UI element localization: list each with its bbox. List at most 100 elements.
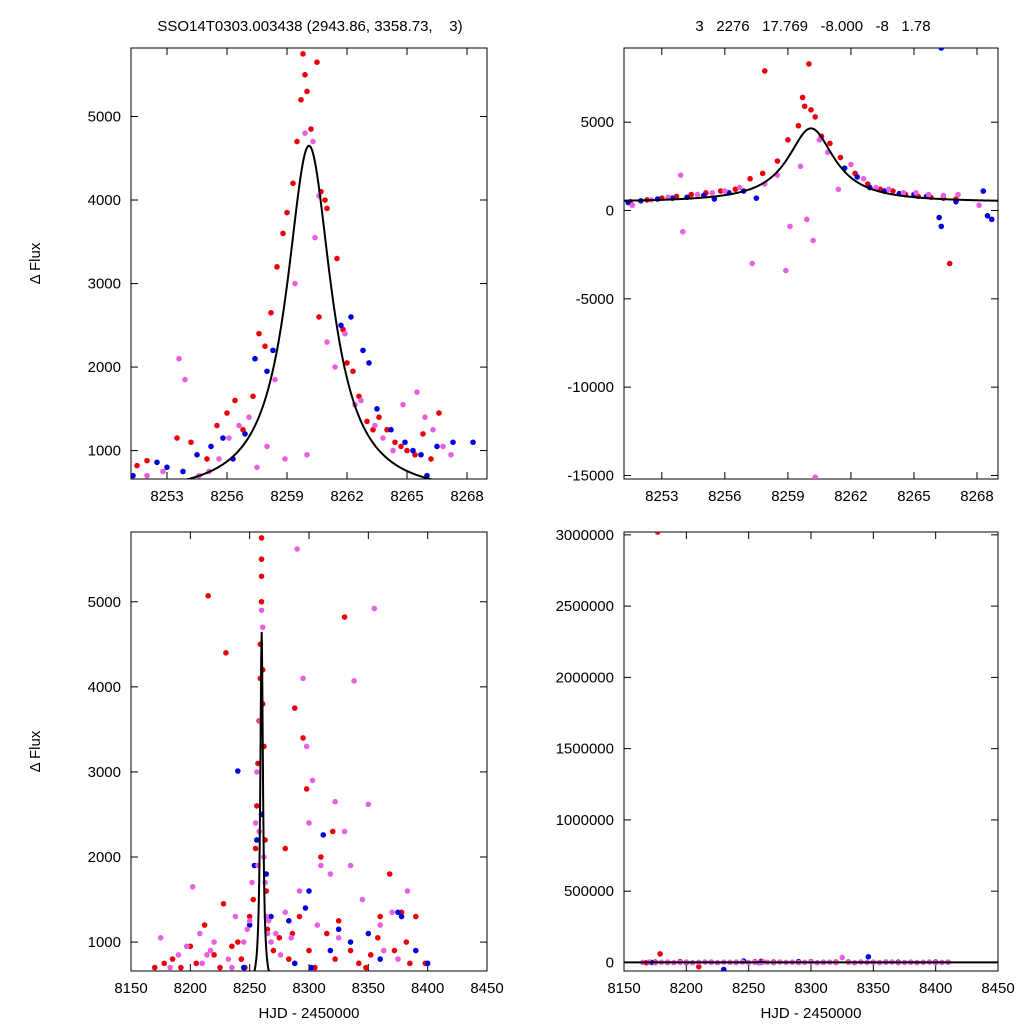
data-point-red [322,197,328,203]
x-tick-label: 8262 [834,488,867,505]
data-point-violet [207,947,214,954]
y-tick-label: 5000 [88,594,121,611]
data-point-violet [860,175,867,182]
data-point-blue [348,314,354,320]
data-point-red [347,947,354,954]
data-point-red [282,845,289,852]
y-tick-label: 500000 [564,883,614,900]
x-tick-label: 8400 [919,980,952,997]
data-point-red [250,896,257,903]
data-point-violet [380,947,387,954]
data-point-red [284,209,290,216]
data-point-violet [277,952,284,958]
x-tick-label: 8400 [411,980,444,997]
plot-area [624,532,998,971]
x-tick-label: 8150 [114,980,147,997]
data-point-red [404,447,410,454]
data-point-blue [450,439,456,446]
data-point-violet [324,339,330,345]
y-tick-label: 5000 [581,114,614,131]
plot-frame [130,531,488,972]
data-point-blue [753,195,760,201]
data-point-violet [422,414,428,420]
data-point-violet [253,769,260,775]
data-point-red [258,598,265,605]
data-point-violet [144,472,150,479]
data-point-violet [812,474,819,479]
data-point-violet [244,926,251,933]
data-point-blue [302,905,309,911]
data-point-red [220,900,227,907]
data-point-red [654,532,661,535]
data-point-red [303,786,310,792]
data-point-violet [249,879,255,886]
data-point-red [286,956,292,962]
data-point-red [329,828,336,835]
data-point-red [890,188,896,194]
data-point-red [294,138,300,145]
data-point-red [255,760,261,767]
data-point-violet [204,952,210,958]
panels: 8253 8256 8259 8262 8265 8268 1000 2000 3000 4000… [27,47,1015,1022]
data-point-red [747,175,753,182]
data-point-blue [240,964,247,971]
data-point-red [341,614,348,620]
data-point-blue [377,956,384,962]
data-point-blue [434,443,440,450]
data-point-red [304,88,310,95]
right-title: 3 2276 17.769 -8.000 -8 1.78 [695,18,930,35]
data-point-blue [327,947,334,954]
data-point-violet [839,954,845,961]
data-point-red [240,426,246,433]
data-point-violet [885,186,892,193]
data-point-violet [680,228,686,235]
y-tick-label: 4000 [88,679,121,696]
data-point-red [276,935,283,941]
data-point-violet [913,190,919,196]
data-point-blue [308,964,315,971]
data-point-violet [246,414,252,420]
data-point-red [188,439,194,446]
data-point-violet [430,426,436,433]
data-point-violet [294,546,300,552]
data-point-blue [424,960,431,967]
data-point-red [806,61,812,67]
data-point-violet [232,913,239,920]
data-point-violet [873,184,879,191]
data-point-violet [197,930,203,937]
data-point-violet [371,605,378,612]
data-point-red [392,439,398,446]
data-point-red [296,913,303,920]
left-title: SSO14T0303.003438 (2943.86, 3358.73, 3) [157,18,462,35]
data-point-red [367,952,374,958]
data-point-violet [395,956,401,962]
data-point-red [657,951,663,957]
data-point-blue [131,472,136,479]
data-point-blue [418,451,424,458]
data-point-violet [272,930,279,937]
data-point-violet [160,468,166,475]
y-tick-label: -15000 [567,467,614,484]
x-tick-label: 8300 [794,980,827,997]
data-point-red [375,935,381,941]
data-point-red [391,947,398,954]
data-point-violet [365,801,372,808]
data-point-red [270,947,277,954]
data-point-red [306,947,312,954]
data-point-blue [252,355,258,362]
panel-top-right: 8253 8256 8259 8262 8265 8268 -15000 -10000 -500… [567,47,999,505]
data-point-violet [259,624,266,631]
data-point-violet [309,777,316,784]
data-point-red [370,426,376,433]
data-point-violet [183,943,190,950]
data-point-red [217,964,223,971]
data-point-violet [264,443,270,450]
data-point-red [300,735,306,741]
data-point-violet [226,435,232,441]
y-tick-label: 1000 [88,443,121,460]
data-point-red [258,573,265,580]
data-point-red [376,414,382,420]
y-tick-label: -5000 [576,291,614,308]
data-point-blue [306,888,312,894]
